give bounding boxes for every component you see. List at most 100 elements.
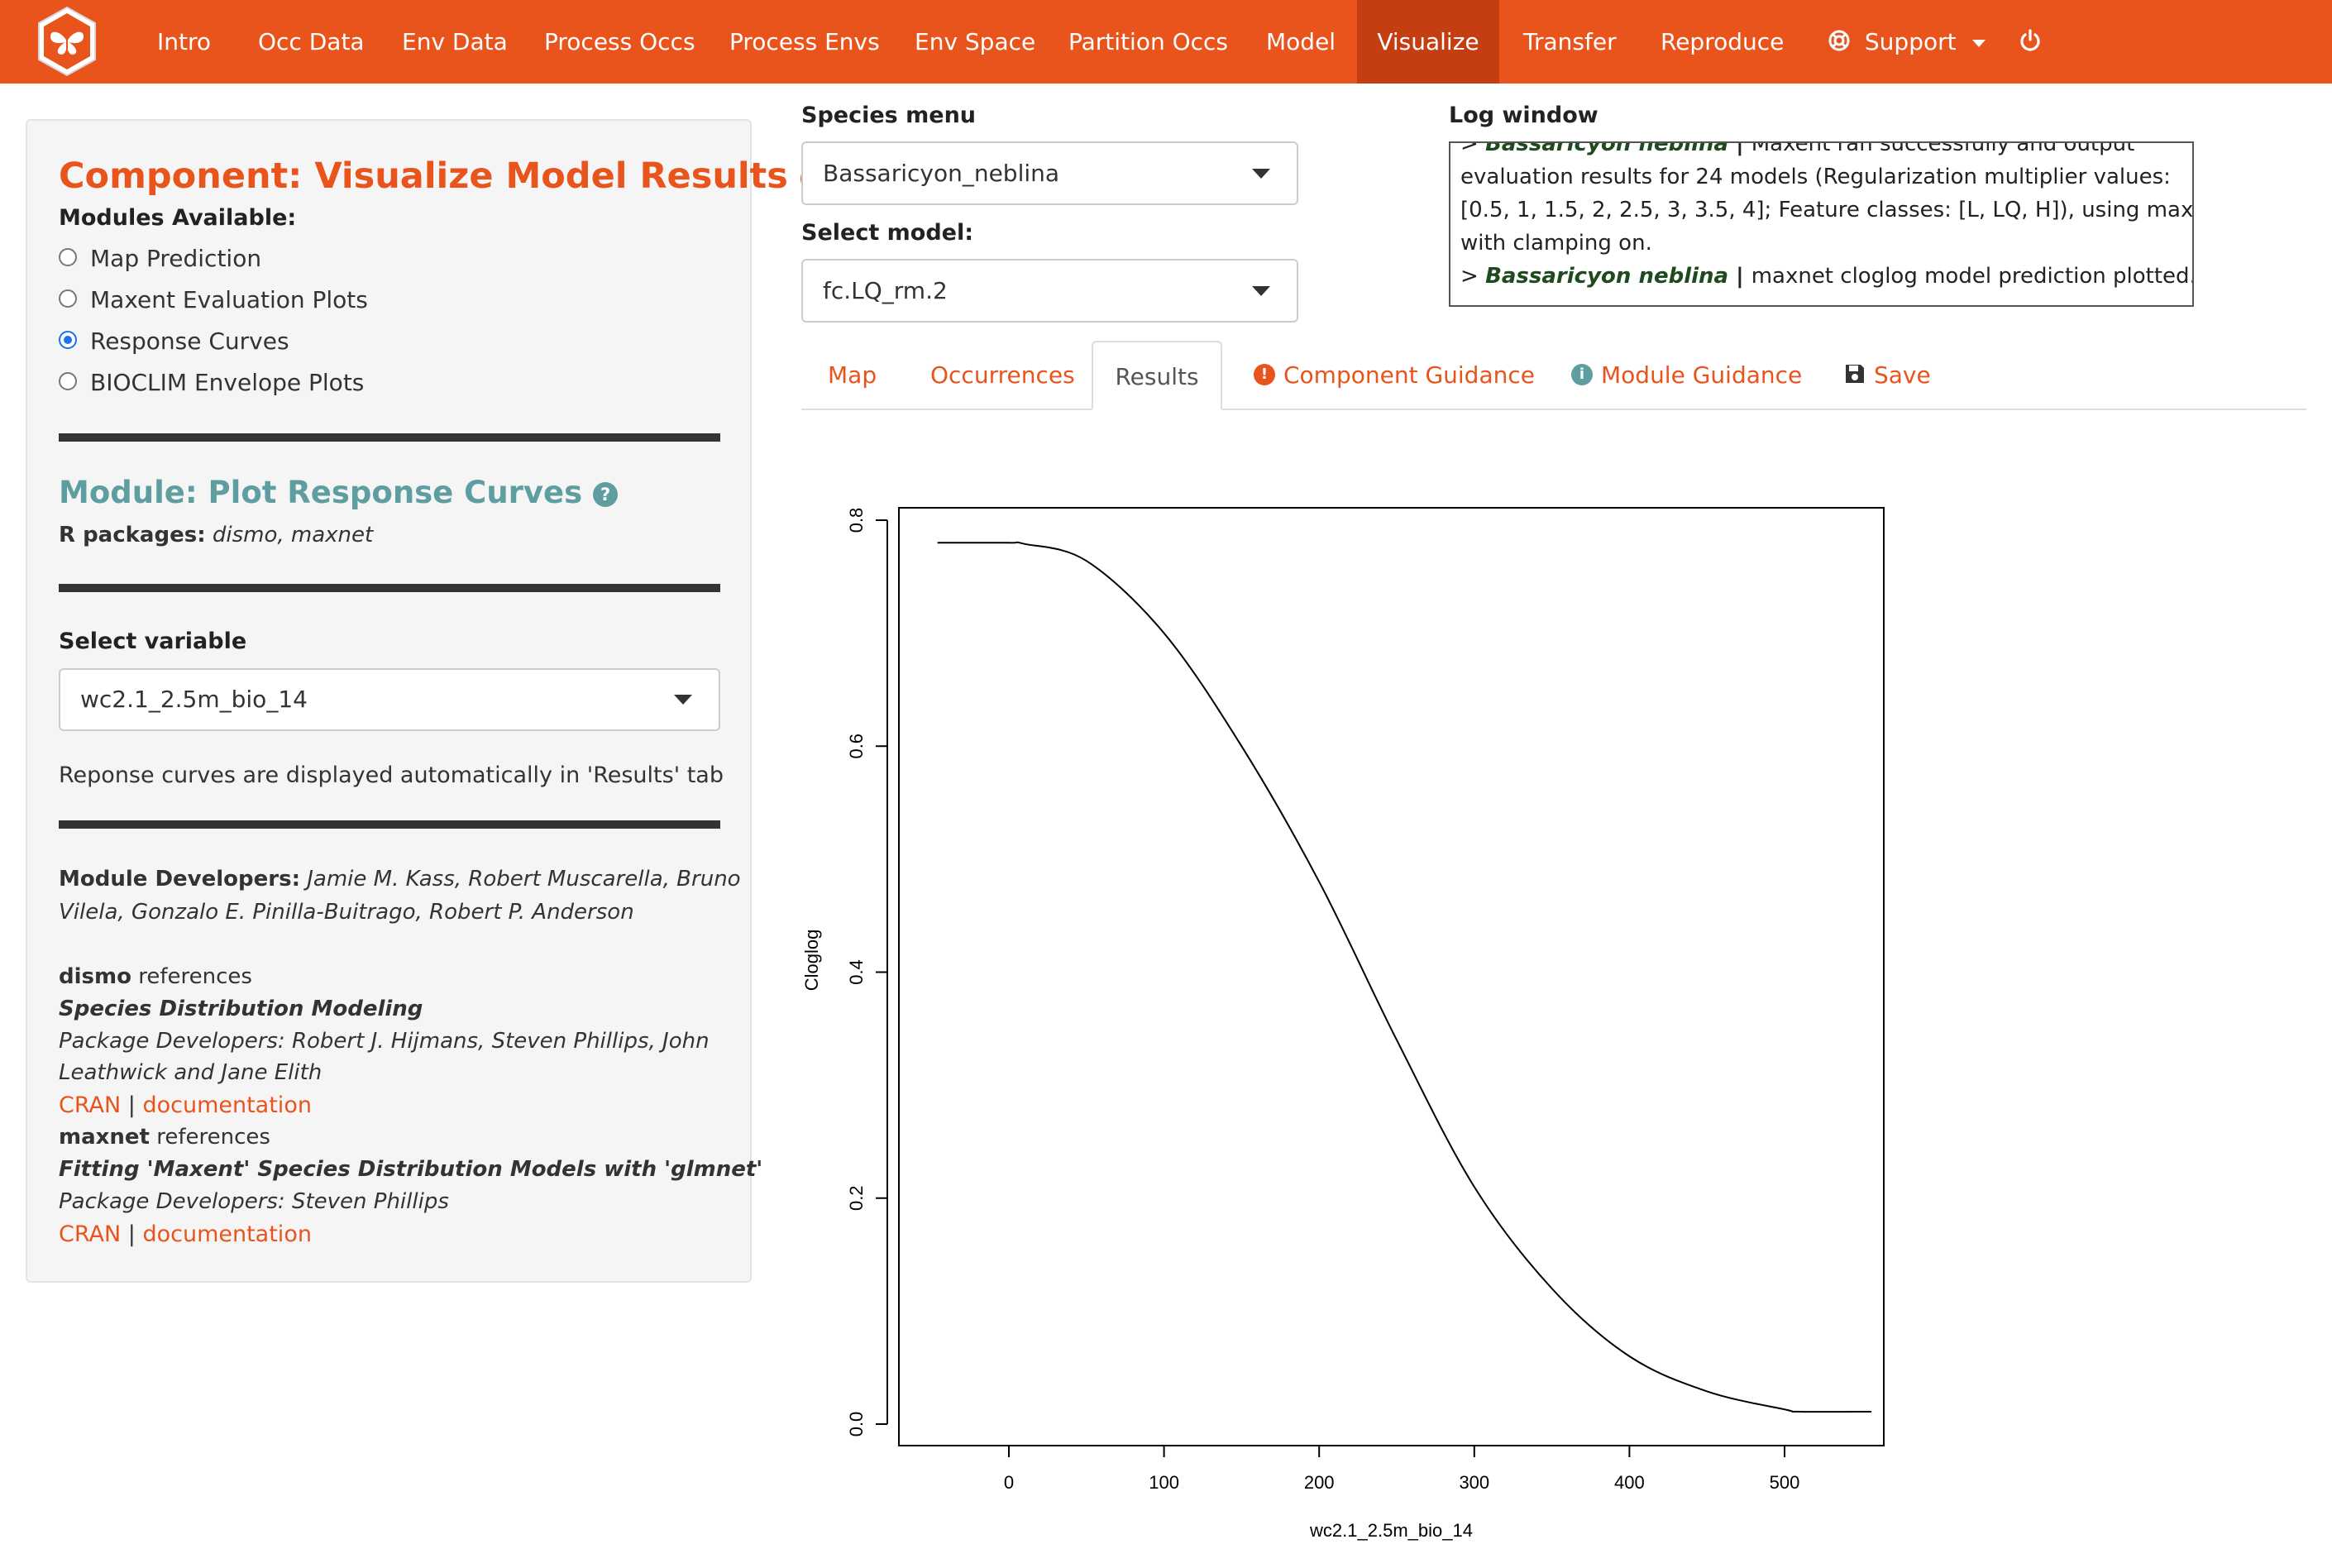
developers-label: Module Developers:	[59, 867, 300, 892]
log-text: maxnet cloglog model prediction plotted.	[1751, 264, 2194, 289]
x-axis-label: wc2.1_2.5m_bio_14	[1309, 1520, 1473, 1541]
log-separator: |	[1728, 141, 1751, 156]
radio-circle[interactable]	[59, 289, 77, 308]
radio-label: Maxent Evaluation Plots	[90, 286, 368, 313]
dismo-cran-link[interactable]: CRAN	[59, 1092, 122, 1118]
nav-transfer[interactable]: Transfer	[1523, 28, 1617, 55]
radio-circle[interactable]	[59, 372, 77, 390]
dismo-developers-line2: Leathwick and Jane Elith	[59, 1060, 323, 1085]
divider	[59, 433, 720, 442]
log-line: > Bassaricyon neblina | maxnet cloglog m…	[1460, 264, 2194, 289]
tab-component-guidance[interactable]: ! Component Guidance	[1254, 341, 1535, 410]
maxnet-cran-link[interactable]: CRAN	[59, 1221, 122, 1247]
radio-circle[interactable]	[59, 248, 77, 266]
log-line: with clamping on.	[1460, 231, 1652, 256]
radio-maxent-evaluation-plots[interactable]: Maxent Evaluation Plots	[59, 286, 368, 313]
log-prefix: >	[1460, 141, 1486, 156]
r-packages-line: R packages: dismo, maxnet	[59, 523, 373, 547]
y-tick-label: 0.8	[846, 508, 867, 533]
log-window-label: Log window	[1449, 103, 1598, 128]
radio-label: Response Curves	[90, 327, 289, 355]
nav-visualize[interactable]: Visualize	[1357, 0, 1499, 84]
lifebuoy-icon	[1828, 30, 1850, 51]
select-variable-dropdown[interactable]: wc2.1_2.5m_bio_14	[59, 668, 720, 731]
log-line: [0.5, 1, 1.5, 2, 2.5, 3, 3.5, 4]; Featur…	[1460, 198, 2194, 222]
x-tick-label: 300	[1459, 1472, 1489, 1493]
maxnet-developers: Package Developers: Steven Phillips	[59, 1189, 449, 1214]
dismo-references-heading: dismo references	[59, 964, 252, 989]
x-tick-label: 200	[1304, 1472, 1335, 1493]
tab-map[interactable]: Map	[828, 361, 877, 389]
log-line: > Bassaricyon neblina | Maxent ran succe…	[1460, 141, 2135, 156]
maxnet-references-heading: maxnet references	[59, 1125, 270, 1150]
nav-env-data[interactable]: Env Data	[402, 28, 508, 55]
radio-circle-checked[interactable]	[59, 331, 77, 349]
link-separator: |	[121, 1092, 143, 1118]
log-prefix: >	[1460, 264, 1486, 289]
tabs-baseline	[801, 409, 2306, 410]
tab-occurrences[interactable]: Occurrences	[930, 361, 1075, 389]
info-icon: !	[1254, 364, 1275, 385]
tab-label: Component Guidance	[1283, 361, 1535, 389]
butterfly-logo-icon[interactable]	[36, 6, 98, 77]
y-axis-label: Cloglog	[801, 930, 822, 992]
dismo-title: Species Distribution Modeling	[59, 997, 423, 1021]
caret-down-icon	[1971, 39, 1986, 47]
r-packages-label: R packages:	[59, 523, 206, 547]
developers-line1: Jamie M. Kass, Robert Muscarella, Bruno	[307, 867, 741, 892]
chevron-down-icon	[1252, 168, 1270, 179]
log-separator: |	[1728, 264, 1751, 289]
nav-support-dropdown[interactable]: Support	[1828, 0, 1986, 84]
species-menu-label: Species menu	[801, 103, 977, 128]
nav-reproduce[interactable]: Reproduce	[1661, 28, 1785, 55]
chevron-down-icon	[674, 695, 692, 705]
component-panel: Component: Visualize Model Results ? Mod…	[26, 119, 829, 1283]
log-text: Maxent ran successfully and output	[1751, 141, 2135, 156]
log-line: evaluation results for 24 models (Regula…	[1460, 165, 2171, 189]
dismo-documentation-link[interactable]: documentation	[142, 1092, 312, 1118]
nav-env-space[interactable]: Env Space	[915, 28, 1036, 55]
nav-support-label: Support	[1864, 28, 1957, 55]
radio-bioclim-envelope-plots[interactable]: BIOCLIM Envelope Plots	[59, 369, 364, 396]
select-model-dropdown[interactable]: fc.LQ_rm.2	[801, 259, 1298, 323]
help-icon[interactable]: ?	[593, 481, 619, 507]
y-tick-label: 0.6	[846, 734, 867, 759]
nav-partition-occs[interactable]: Partition Occs	[1068, 28, 1229, 55]
nav-occ-data[interactable]: Occ Data	[258, 28, 365, 55]
dismo-name: dismo	[59, 964, 131, 989]
maxnet-documentation-link[interactable]: documentation	[142, 1221, 312, 1247]
select-variable-value: wc2.1_2.5m_bio_14	[80, 686, 308, 713]
divider	[59, 584, 720, 592]
power-button[interactable]	[2018, 0, 2043, 84]
y-axis: 0.0 0.2 0.4 0.6 0.8	[846, 508, 888, 1437]
radio-response-curves[interactable]: Response Curves	[59, 327, 289, 355]
dismo-developers-line1: Package Developers: Robert J. Hijmans, S…	[59, 1029, 710, 1054]
maxnet-references-word: references	[149, 1125, 270, 1150]
response-curve-line	[937, 541, 1872, 1413]
nav-process-envs[interactable]: Process Envs	[729, 28, 880, 55]
radio-map-prediction[interactable]: Map Prediction	[59, 245, 261, 272]
module-developers: Module Developers: Jamie M. Kass, Robert…	[59, 867, 741, 892]
log-window[interactable]: > Bassaricyon neblina | Maxent ran succe…	[1449, 141, 2194, 307]
y-tick-label: 0.2	[846, 1185, 867, 1211]
x-tick-label: 400	[1614, 1472, 1645, 1493]
nav-model[interactable]: Model	[1266, 28, 1336, 55]
x-tick-label: 100	[1149, 1472, 1179, 1493]
tab-save[interactable]: Save	[1844, 341, 1931, 410]
floppy-disk-icon	[1846, 365, 1864, 383]
info-icon: i	[1571, 364, 1593, 385]
species-menu-value: Bassaricyon_neblina	[823, 160, 1060, 187]
nav-intro[interactable]: Intro	[157, 28, 212, 55]
species-menu-dropdown[interactable]: Bassaricyon_neblina	[801, 141, 1298, 205]
select-variable-label: Select variable	[59, 629, 247, 654]
divider	[59, 820, 720, 829]
developers-line2: Vilela, Gonzalo E. Pinilla-Buitrago, Rob…	[59, 900, 634, 925]
tab-results[interactable]: Results	[1092, 341, 1222, 410]
tab-module-guidance[interactable]: i Module Guidance	[1571, 341, 1802, 410]
modules-available-label: Modules Available:	[59, 205, 297, 231]
dismo-references-word: references	[131, 964, 252, 989]
tab-label: Save	[1874, 361, 1931, 389]
radio-label: BIOCLIM Envelope Plots	[90, 369, 365, 396]
nav-process-occs[interactable]: Process Occs	[544, 28, 695, 55]
radio-label: Map Prediction	[90, 245, 262, 272]
